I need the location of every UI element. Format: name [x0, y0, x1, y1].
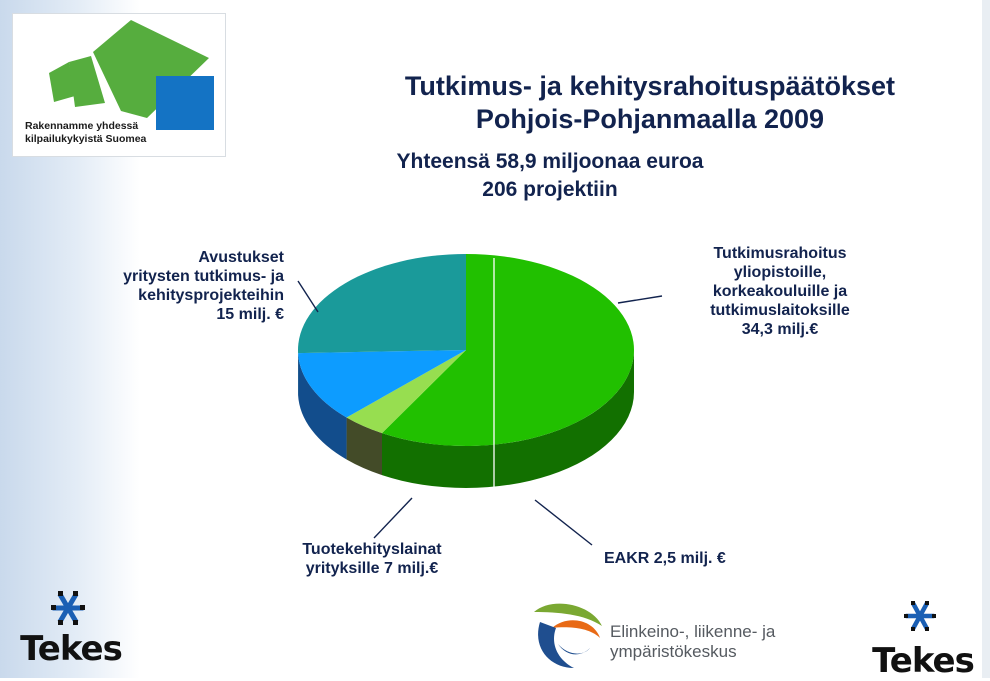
label-avustukset-line3: kehitysprojekteihin [40, 286, 284, 305]
ely-logo-text: Elinkeino-, liikenne- ja ympäristökeskus [610, 622, 840, 662]
tekes-wordmark-left: Tekes [6, 630, 136, 668]
label-eakr-value: EAKR 2,5 milj. € [604, 549, 804, 568]
ely-text-line1: Elinkeino-, liikenne- ja [610, 622, 840, 642]
tekes-logo-left: Tekes [6, 588, 136, 668]
leader-line-avustukset [298, 281, 318, 312]
pie-slice-avustukset [298, 254, 466, 353]
leader-line-tuote [374, 498, 412, 538]
label-avustukset-line1: Avustukset [40, 248, 284, 267]
label-tuote-value: yrityksille 7 milj.€ [262, 559, 482, 578]
label-tutkimus-line1: Tutkimusrahoitus [640, 244, 920, 263]
label-tuotekehityslainat: Tuotekehityslainat yrityksille 7 milj.€ [262, 540, 482, 578]
label-avustukset-line2: yritysten tutkimus- ja [40, 267, 284, 286]
label-eakr: EAKR 2,5 milj. € [604, 549, 804, 568]
leader-line-eakr [535, 500, 592, 545]
tekes-logo-right: Tekes [858, 600, 988, 680]
label-tutkimusrahoitus: Tutkimusrahoitus yliopistoille, korkeako… [640, 244, 920, 339]
label-tutkimus-line4: tutkimuslaitoksille [640, 301, 920, 320]
pie-tops [298, 254, 634, 446]
ely-leaf-icon [528, 598, 618, 672]
label-tutkimus-value: 34,3 milj.€ [640, 320, 920, 339]
tekes-wordmark-right: Tekes [858, 642, 988, 680]
tekes-snowflake-icon [858, 600, 988, 636]
ely-text-line2: ympäristökeskus [610, 642, 840, 662]
label-tutkimus-line2: yliopistoille, [640, 263, 920, 282]
label-avustukset-value: 15 milj. € [40, 305, 284, 324]
label-tuote-line1: Tuotekehityslainat [262, 540, 482, 559]
tekes-snowflake-icon [6, 588, 136, 634]
label-avustukset: Avustukset yritysten tutkimus- ja kehity… [40, 248, 284, 324]
label-tutkimus-line3: korkeakouluille ja [640, 282, 920, 301]
